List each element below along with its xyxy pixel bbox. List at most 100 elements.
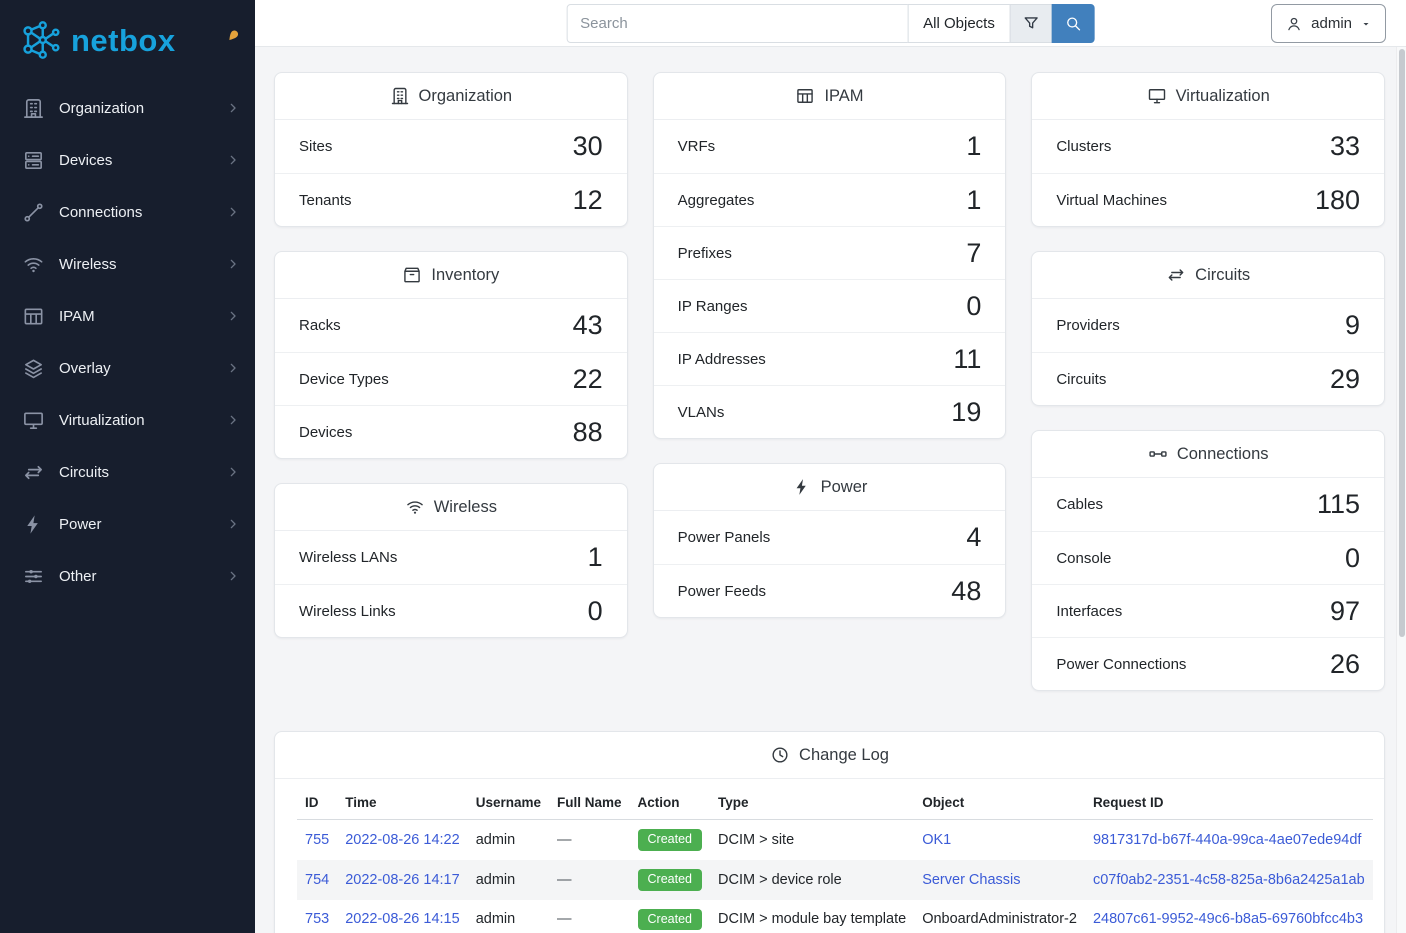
brand[interactable]: netbox <box>0 0 255 74</box>
changelog-object-link[interactable]: OK1 <box>922 831 952 848</box>
sidebar-item-connections[interactable]: Connections <box>0 186 255 238</box>
sidebar-item-wireless[interactable]: Wireless <box>0 238 255 290</box>
changelog-table-wrap: ID Time Username Full Name Action Type Object R… <box>275 779 1384 933</box>
wifi-icon <box>405 497 425 517</box>
stat-value[interactable]: 33 <box>1329 131 1361 161</box>
stat-value[interactable]: 180 <box>1314 184 1361 215</box>
caret-down-icon <box>1360 18 1372 30</box>
changelog-time-link[interactable]: 2022-08-26 14:22 <box>345 831 460 848</box>
sidebar: netbox Organization Devices Connections Wir… <box>0 0 255 933</box>
changelog-username: admin <box>475 871 516 888</box>
scrollbar-thumb[interactable] <box>1399 49 1405 637</box>
stat-value[interactable]: 30 <box>572 131 603 161</box>
sidebar-item-virtualization[interactable]: Virtualization <box>0 394 255 446</box>
sidebar-item-circuits[interactable]: Circuits <box>0 446 255 498</box>
stat-value[interactable]: 19 <box>951 396 982 427</box>
search-input[interactable] <box>566 4 909 43</box>
stat-value[interactable]: 26 <box>1329 648 1361 679</box>
stat-row-vrfs: VRFs 1 <box>654 120 1006 173</box>
card-header: IPAM <box>653 73 1006 120</box>
transit-icon <box>1166 265 1186 285</box>
changelog-request-link[interactable]: 24807c61-9952-49c6-b8a5-69760bfcc4b3 <box>1092 911 1364 928</box>
card-title: Organization <box>418 86 513 105</box>
plug-icon <box>22 201 45 224</box>
stat-value[interactable]: 1 <box>966 184 982 215</box>
stat-value[interactable]: 97 <box>1329 595 1361 626</box>
stat-row-device-types: Device Types 22 <box>275 352 627 405</box>
rack-icon <box>22 149 45 172</box>
stat-value[interactable]: 29 <box>1329 363 1361 394</box>
stat-row-providers: Providers 9 <box>1032 299 1384 352</box>
sidebar-item-overlay[interactable]: Overlay <box>0 342 255 394</box>
ip-grid-icon <box>795 86 815 106</box>
chevron-right-icon <box>225 568 241 584</box>
changelog-time-link[interactable]: 2022-08-26 14:17 <box>345 871 460 888</box>
changelog-id-link[interactable]: 755 <box>305 831 330 848</box>
stat-row-sites: Sites 30 <box>275 120 627 173</box>
stat-label: Prefixes <box>677 244 732 262</box>
stat-row-aggregates: Aggregates 1 <box>653 173 1006 226</box>
stat-row-cables: Cables 115 <box>1032 478 1384 531</box>
building-icon <box>22 97 45 120</box>
column-header-time: Time <box>337 785 468 820</box>
changelog-row: 753 2022-08-26 14:15 admin — Created DCIM > m… <box>297 900 1373 933</box>
card-virtualization: Virtualization Clusters 33 Virtual Machines… <box>1031 72 1386 227</box>
stat-label: Cables <box>1056 496 1104 513</box>
card-header: Power <box>653 464 1006 511</box>
changelog-action-badge: Created <box>637 908 702 931</box>
stat-value[interactable]: 0 <box>966 290 982 321</box>
stat-label: Console <box>1056 549 1112 567</box>
changelog-id-link[interactable]: 753 <box>305 911 330 928</box>
card-title: Inventory <box>431 265 500 284</box>
changelog-request-link[interactable]: c07f0ab2-2351-4c58-825a-8b6a2425a1ab <box>1092 871 1365 888</box>
sidebar-item-label: Virtualization <box>59 411 145 429</box>
changelog-id-link[interactable]: 754 <box>305 871 330 888</box>
stat-value[interactable]: 11 <box>953 343 982 374</box>
card-wireless: Wireless Wireless LANs 1 Wireless Links 0 <box>274 483 628 638</box>
sidebar-item-power[interactable]: Power <box>0 498 255 550</box>
sidebar-item-other[interactable]: Other <box>0 550 255 602</box>
stat-label: Wireless LANs <box>299 549 398 566</box>
sidebar-item-label: Connections <box>59 203 143 221</box>
stat-value[interactable]: 9 <box>1344 310 1361 340</box>
stat-row-interfaces: Interfaces 97 <box>1032 584 1385 637</box>
changelog-request-link[interactable]: 9817317d-b67f-440a-99ca-4ae07ede94df <box>1092 831 1362 848</box>
stat-value[interactable]: 88 <box>572 416 603 447</box>
changelog-fullname: — <box>557 871 572 888</box>
lightning-icon <box>22 513 45 536</box>
stat-value[interactable]: 0 <box>587 595 603 626</box>
chevron-right-icon <box>225 256 241 272</box>
stat-value[interactable]: 7 <box>966 237 982 268</box>
stats-column: Virtualization Clusters 33 Virtual Machines… <box>1031 72 1386 691</box>
scrollbar[interactable] <box>1396 47 1406 933</box>
stat-value[interactable]: 0 <box>1344 542 1361 573</box>
search-button[interactable] <box>1051 4 1095 43</box>
chevron-right-icon <box>225 464 241 480</box>
stat-value[interactable]: 43 <box>572 310 603 340</box>
stat-value[interactable]: 4 <box>966 522 982 552</box>
stat-value[interactable]: 12 <box>572 184 603 215</box>
card-header: Wireless <box>275 484 627 531</box>
changelog-time-link[interactable]: 2022-08-26 14:15 <box>345 911 460 928</box>
pin-icon[interactable] <box>222 27 242 47</box>
sidebar-item-ipam[interactable]: IPAM <box>0 290 255 342</box>
card-title: Circuits <box>1195 265 1251 284</box>
stat-value[interactable]: 22 <box>572 363 603 394</box>
sidebar-item-organization[interactable]: Organization <box>0 82 255 134</box>
stat-value[interactable]: 1 <box>966 131 982 161</box>
cable-icon <box>1148 444 1168 464</box>
filter-button[interactable] <box>1009 4 1053 43</box>
stat-row-wireless-links: Wireless Links 0 <box>275 584 627 637</box>
stat-value[interactable]: 1 <box>587 542 603 572</box>
stat-label: Power Connections <box>1056 655 1187 673</box>
object-type-dropdown[interactable]: All Objects <box>907 4 1011 43</box>
user-menu-button[interactable]: admin <box>1271 4 1386 43</box>
changelog-object-link[interactable]: Server Chassis <box>922 871 1021 888</box>
wifi-icon <box>22 253 45 276</box>
stat-value[interactable]: 115 <box>1316 489 1361 519</box>
stats-column: Organization Sites 30 Tenants 12 Inventory Rac… <box>274 72 628 691</box>
stat-value[interactable]: 48 <box>951 575 982 606</box>
stats-column: IPAM VRFs 1 Aggregates 1 Prefixes 7 IP Ranges 0 I… <box>652 72 1007 691</box>
changelog-row: 754 2022-08-26 14:17 admin — Created DCIM > d… <box>297 859 1373 900</box>
sidebar-item-devices[interactable]: Devices <box>0 134 255 186</box>
